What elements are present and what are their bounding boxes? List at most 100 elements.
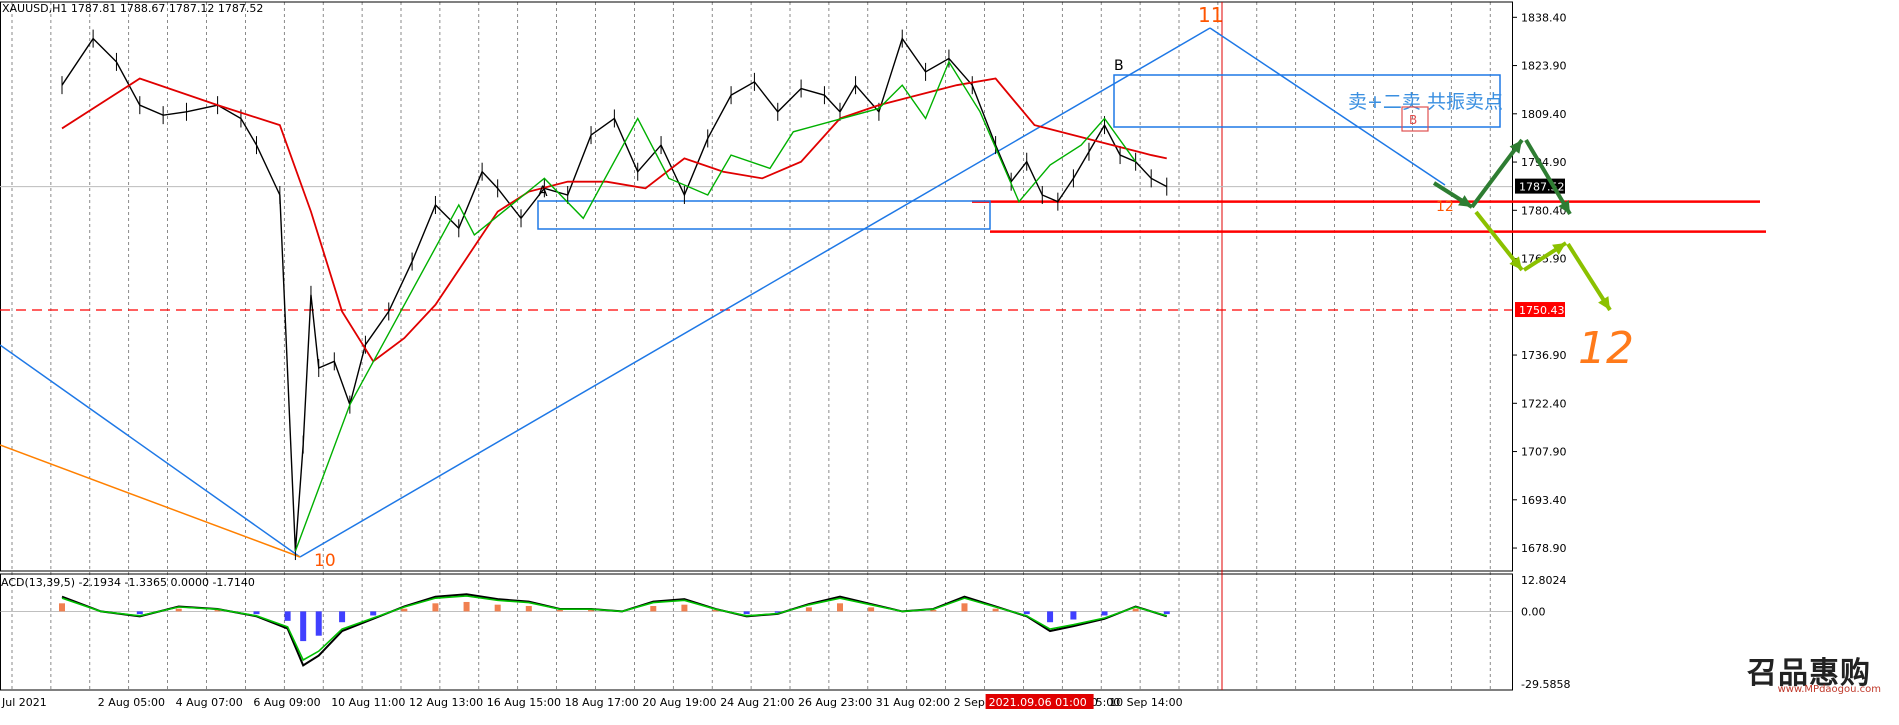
level-tag-bg: [1515, 302, 1565, 318]
forecast-arrow-2-shaft: [1470, 138, 1524, 209]
oscillator-histogram-bar: [339, 611, 346, 623]
downtrend-line-left: [0, 344, 301, 558]
oscillator-histogram-bar: [253, 611, 260, 615]
forecast-arrow-3-shaft: [1524, 138, 1572, 216]
time-axis-label: 16 Aug 15:00: [487, 696, 561, 709]
oscillator-scale-label: 12.8024: [1521, 574, 1567, 587]
orange-trend-line: [0, 444, 301, 558]
oscillator-histogram-bar: [1023, 611, 1030, 615]
oscillator-histogram-bar: [961, 603, 968, 612]
consolidation-box-a: [537, 200, 991, 230]
uptrend-line: [299, 27, 1211, 558]
point-label-b: B: [1114, 58, 1124, 74]
oscillator-histogram-bar: [401, 608, 408, 612]
red-marker-box: [1401, 106, 1429, 132]
oscillator-pane-frame: [0, 573, 1513, 691]
price-tick-label: 1838.40: [1521, 11, 1567, 24]
price-tick-label: 1809.40: [1521, 108, 1567, 121]
red-marker-label: B: [1409, 113, 1417, 127]
forecast-arrow-2-head: [1509, 140, 1522, 154]
oscillator-histogram-bar: [837, 603, 843, 612]
oscillator-histogram-bar: [774, 611, 781, 613]
watermark-brand: 召品惠购: [1747, 656, 1871, 691]
oscillator-histogram-bar: [556, 610, 563, 612]
time-axis-label: 31 Aug 02:00: [876, 696, 950, 709]
downtrend-line-right: [1209, 27, 1446, 186]
time-axis-label: 2 Aug 05:00: [98, 696, 165, 709]
cursor-time-tag: 2021.09.06 01:00: [989, 696, 1087, 709]
level-tag: 1750.43: [1519, 304, 1565, 317]
forecast-arrow-3-head: [1558, 200, 1570, 214]
oscillator-histogram-bar: [284, 611, 291, 621]
cursor-time-suffix: 5:00: [1096, 696, 1121, 709]
oscillator-label: ACD(13,39,5) -2.1934 -1.3365 0.0000 -1.7…: [1, 576, 255, 589]
oscillator-histogram-bar: [370, 611, 377, 616]
symbol-header: XAUUSD,H1 1787.81 1788.67 1787.12 1787.5…: [2, 2, 264, 15]
oscillator-histogram-bar: [432, 603, 439, 612]
forecast-arrow-6-head: [1598, 296, 1610, 310]
oscillator-histogram-bar: [214, 610, 221, 612]
point-label-a: A: [538, 184, 548, 200]
forecast-arrow-5-head: [1552, 243, 1566, 255]
time-axis-label: 20 Aug 19:00: [642, 696, 716, 709]
oscillator-histogram-bar: [743, 611, 750, 615]
time-axis-label: 24 Aug 21:00: [720, 696, 794, 709]
price-tick-label: 1707.90: [1521, 446, 1567, 459]
oscillator-histogram-bar: [650, 606, 657, 612]
oscillator-histogram-bar: [525, 606, 532, 612]
time-axis-label: 2 Sep: [954, 696, 985, 709]
time-axis-label: 4 Aug 07:00: [176, 696, 243, 709]
oscillator-histogram-bar: [588, 610, 595, 612]
wave-label-10: 10: [314, 551, 336, 571]
oscillator-histogram-bar: [805, 607, 812, 612]
time-axis-label: 10 Sep 14:00: [1109, 696, 1182, 709]
sell-signal-text: 卖+二卖 共振卖点: [1348, 91, 1503, 113]
oscillator-histogram-bar: [1047, 611, 1054, 623]
time-axis-label: 26 Aug 23:00: [798, 696, 872, 709]
oscillator-histogram-bar: [1101, 611, 1108, 616]
price-line: [61, 37, 1168, 552]
consolidation-box-b: [1113, 74, 1501, 128]
oscillator-histogram-bar: [175, 608, 182, 612]
oscillator-histogram-bar: [136, 611, 143, 615]
price-tick-label: 1678.90: [1521, 542, 1567, 555]
price-tick-label: 1780.40: [1521, 204, 1567, 217]
oscillator-scale-label: -29.5858: [1521, 678, 1570, 691]
handwritten-wave-12: 12: [1578, 323, 1634, 374]
oscillator-histogram-bar: [463, 601, 470, 612]
price-tick-label: 1722.40: [1521, 397, 1567, 410]
oscillator-histogram-bar: [930, 610, 937, 612]
time-axis-label: 12 Aug 13:00: [409, 696, 483, 709]
cursor-time-tag-bg: [985, 694, 1094, 709]
forecast-arrow-4-head: [1509, 256, 1522, 270]
wave-label-12: 12: [1436, 199, 1454, 215]
oscillator-histogram-bar: [315, 611, 322, 636]
price-tick-label: 1794.90: [1521, 156, 1567, 169]
time-axis-label: 6 Aug 09:00: [253, 696, 320, 709]
oscillator-histogram-bar: [992, 608, 999, 612]
zigzag-line: [294, 60, 1137, 552]
time-axis-label: Jul 2021: [1, 696, 47, 709]
time-axis-label: 10 Aug 11:00: [331, 696, 405, 709]
forecast-arrow-1-head: [1458, 195, 1472, 207]
oscillator-scale-label: 0.00: [1521, 605, 1546, 618]
oscillator-histogram-bar: [681, 604, 688, 612]
watermark-url: www.MPdaogou.com: [1777, 684, 1881, 695]
oscillator-histogram-bar: [494, 604, 501, 612]
moving-average-line: [61, 77, 1167, 363]
oscillator-histogram-bar: [868, 607, 875, 612]
oscillator-histogram-bar: [1132, 608, 1139, 612]
oscillator-histogram-bar: [59, 603, 65, 612]
time-axis-label: 18 Aug 17:00: [565, 696, 639, 709]
oscillator-histogram-bar: [712, 610, 719, 612]
oscillator-main-line: [61, 595, 1167, 662]
price-tick-label: 1736.90: [1521, 349, 1567, 362]
price-tick-label: 1693.40: [1521, 494, 1567, 507]
main-pane-frame: [0, 1, 1513, 572]
oscillator-histogram-bar: [1070, 611, 1077, 620]
oscillator-histogram-bar: [1163, 611, 1170, 615]
wave-label-11: 11: [1198, 3, 1223, 27]
